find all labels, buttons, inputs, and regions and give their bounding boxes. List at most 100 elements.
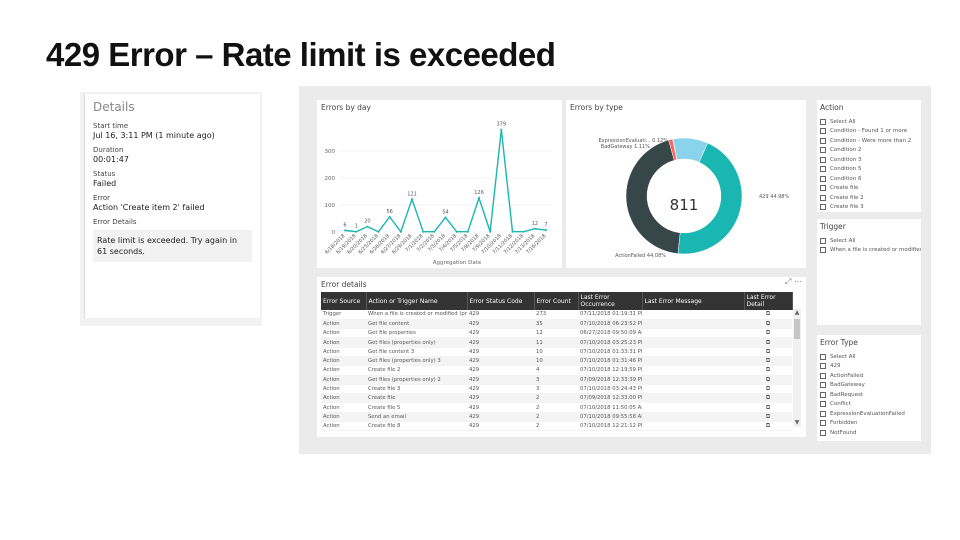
line-point[interactable] <box>533 227 536 230</box>
table-scrollbar[interactable]: ▲ ▼ <box>793 309 801 427</box>
line-point[interactable] <box>489 230 492 233</box>
copy-detail-icon[interactable]: ⧉ <box>765 422 771 430</box>
copy-detail-icon[interactable]: ⧉ <box>765 329 771 337</box>
checkbox-icon[interactable] <box>820 410 826 417</box>
slicer-option[interactable]: ExpressionEvaluationFailed <box>820 409 918 419</box>
checkbox-icon[interactable] <box>820 156 826 163</box>
line-point[interactable] <box>455 230 458 233</box>
table-row[interactable]: Action Send an email 429 2 07/10/2018 09:55:… <box>321 412 792 423</box>
line-point[interactable] <box>466 230 469 233</box>
table-row[interactable]: Action Get file properties 429 12 06/27/2018… <box>321 328 792 339</box>
line-point[interactable] <box>411 198 413 201</box>
slicer-option[interactable]: Select All <box>820 117 918 127</box>
slicer-option[interactable]: Condition - Were more than 2 <box>820 136 918 146</box>
checkbox-icon[interactable] <box>820 420 826 427</box>
checkbox-icon[interactable] <box>820 353 826 360</box>
checkbox-icon[interactable] <box>820 137 826 144</box>
column-header[interactable]: Error Count <box>534 292 579 310</box>
checkbox-icon[interactable] <box>820 194 826 201</box>
checkbox-icon[interactable] <box>820 382 826 389</box>
slicer-option[interactable]: Select All <box>820 352 918 362</box>
line-point[interactable] <box>366 225 369 228</box>
checkbox-icon[interactable] <box>820 247 826 254</box>
line-point[interactable] <box>500 128 503 131</box>
line-point[interactable] <box>422 230 425 233</box>
checkbox-icon[interactable] <box>820 166 826 173</box>
checkbox-icon[interactable] <box>820 401 826 408</box>
column-header[interactable]: Action or Trigger Name <box>366 292 468 310</box>
checkbox-icon[interactable] <box>820 185 826 192</box>
line-point[interactable] <box>522 230 525 233</box>
table-row[interactable]: Trigger When a file is created or modifie… <box>321 310 792 320</box>
line-point[interactable] <box>478 196 480 199</box>
table-row[interactable]: Action Get file content 429 35 07/10/2018 06… <box>321 319 792 330</box>
copy-detail-icon[interactable]: ⧉ <box>765 319 771 327</box>
copy-detail-icon[interactable]: ⧉ <box>765 347 771 355</box>
slicer-option[interactable]: Create file 3 <box>820 203 918 213</box>
checkbox-icon[interactable] <box>820 128 826 135</box>
table-row[interactable]: Action Create file 5 429 2 07/10/2018 11:50:… <box>321 402 792 413</box>
line-point[interactable] <box>344 229 346 232</box>
slicer-option[interactable]: Condition 2 <box>820 146 918 156</box>
slicer-option[interactable]: ActionFailed <box>820 371 918 381</box>
table-row[interactable]: Action Create file 8 429 2 07/10/2018 12:21:… <box>321 421 792 432</box>
column-header[interactable]: Error Source <box>321 292 367 310</box>
checkbox-icon[interactable] <box>820 147 826 154</box>
copy-detail-icon[interactable]: ⧉ <box>765 310 771 318</box>
donut-slice[interactable] <box>625 139 681 254</box>
copy-detail-icon[interactable]: ⧉ <box>765 385 771 393</box>
copy-detail-icon[interactable]: ⧉ <box>765 394 771 402</box>
copy-detail-icon[interactable]: ⧉ <box>765 375 771 383</box>
slicer-option[interactable]: Forbidden <box>820 419 918 429</box>
copy-detail-icon[interactable]: ⧉ <box>765 403 771 411</box>
slicer-option[interactable]: 429 <box>820 362 918 372</box>
copy-detail-icon[interactable]: ⧉ <box>765 357 771 365</box>
scroll-down-arrow[interactable]: ▼ <box>794 419 800 426</box>
checkbox-icon[interactable] <box>820 237 826 244</box>
scroll-up-arrow[interactable]: ▲ <box>794 309 800 316</box>
checkbox-icon[interactable] <box>820 204 826 211</box>
line-point[interactable] <box>511 230 514 233</box>
checkbox-icon[interactable] <box>820 363 826 370</box>
donut-slice[interactable] <box>677 142 743 255</box>
focus-mode-icon[interactable]: ⤢ <box>785 277 792 286</box>
table-row[interactable]: Action Get file content 3 429 10 07/10/2018 … <box>321 347 792 358</box>
table-row[interactable]: Action Get files (properties only) 2 429 3 0… <box>321 375 792 385</box>
line-point[interactable] <box>377 230 380 233</box>
slicer-option[interactable]: BadGateway <box>820 381 918 391</box>
copy-detail-icon[interactable]: ⧉ <box>765 338 771 346</box>
scroll-thumb[interactable] <box>794 319 800 339</box>
line-point[interactable] <box>545 229 547 232</box>
checkbox-icon[interactable] <box>820 429 826 436</box>
table-row[interactable]: Action Create file 3 429 3 07/10/2018 03:24:… <box>321 384 792 395</box>
line-point[interactable] <box>433 230 436 233</box>
slicer-option[interactable]: Condition 3 <box>820 155 918 165</box>
slicer-option[interactable]: Create file 2 <box>820 193 918 203</box>
copy-detail-icon[interactable]: ⧉ <box>765 412 771 420</box>
checkbox-icon[interactable] <box>820 175 826 182</box>
more-options-icon[interactable]: ⋯ <box>794 277 802 286</box>
slicer-option[interactable]: Condition 5 <box>820 165 918 175</box>
checkbox-icon[interactable] <box>820 118 826 125</box>
copy-detail-icon[interactable]: ⧉ <box>765 366 771 374</box>
slicer-option[interactable]: Create file <box>820 184 918 194</box>
line-point[interactable] <box>444 216 447 219</box>
slicer-option[interactable]: NotFound <box>820 428 918 438</box>
column-header[interactable]: Error Status Code <box>467 292 535 310</box>
slicer-option[interactable]: Condition - Found 1 or more <box>820 127 918 137</box>
slicer-option[interactable]: Condition 6 <box>820 174 918 184</box>
column-header[interactable]: Last Error Message <box>642 292 745 310</box>
column-header[interactable]: Last Error Detail <box>744 292 793 310</box>
slicer-option[interactable]: Select All <box>820 236 918 246</box>
table-row[interactable]: Action Get files (properties only) 429 11 07… <box>321 337 792 348</box>
line-point[interactable] <box>388 215 391 218</box>
table-row[interactable]: Action Create file 2 429 4 07/10/2018 12:19:… <box>321 365 792 376</box>
checkbox-icon[interactable] <box>820 372 826 379</box>
line-point[interactable] <box>355 230 358 233</box>
slicer-option[interactable]: When a file is created or modified <box>820 246 921 256</box>
column-header[interactable]: Last Error Occurrence <box>578 292 643 310</box>
table-row[interactable]: Action Create file 429 2 07/09/2018 12:33:00… <box>321 393 792 404</box>
line-point[interactable] <box>399 230 402 233</box>
slicer-option[interactable]: BadRequest <box>820 390 918 400</box>
checkbox-icon[interactable] <box>820 391 826 398</box>
